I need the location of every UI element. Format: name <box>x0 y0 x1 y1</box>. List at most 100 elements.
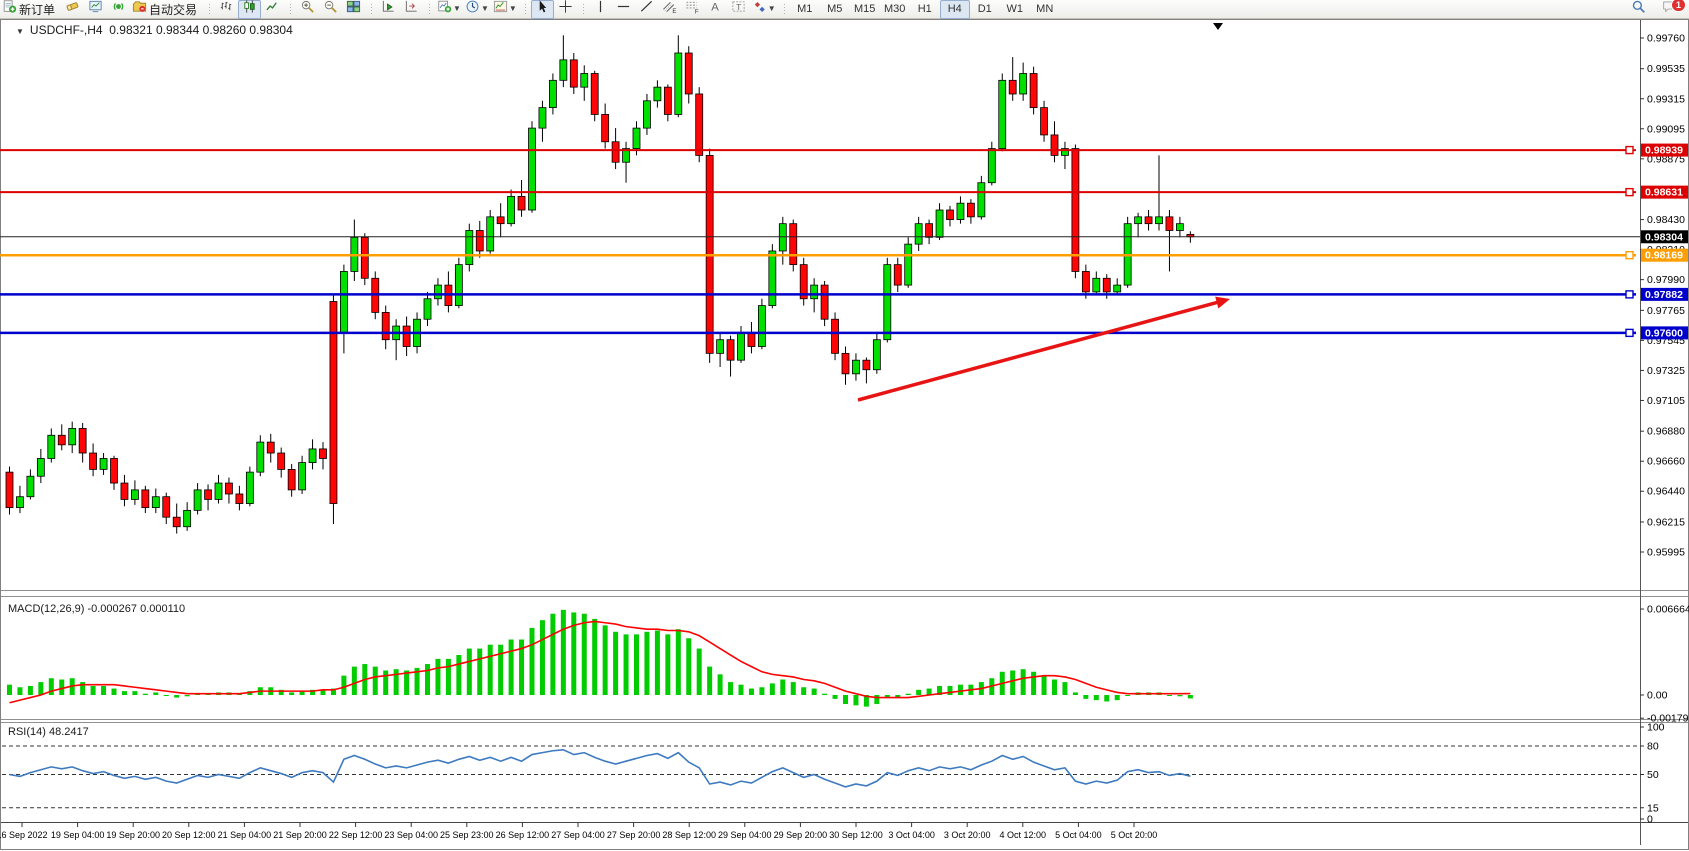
macd-histogram-bar <box>1083 695 1089 699</box>
candle <box>162 496 171 518</box>
chart-background[interactable] <box>0 19 1689 850</box>
timeframe-m15-button[interactable]: M15 <box>850 0 880 19</box>
timeframe-mn-button[interactable]: MN <box>1030 0 1060 19</box>
chart-menu-arrow-icon[interactable]: ▼ <box>16 27 24 36</box>
eraser-button[interactable] <box>61 0 84 19</box>
macd-histogram-bar <box>937 685 943 695</box>
autotrading-button[interactable]: 自动交易 <box>130 0 203 19</box>
macd-histogram-bar <box>278 689 284 695</box>
candle <box>1081 271 1090 293</box>
signal-button[interactable] <box>107 0 130 19</box>
candle <box>1155 216 1163 225</box>
candle <box>831 318 839 354</box>
line-chart-icon <box>265 0 280 19</box>
line-handle[interactable] <box>1625 187 1634 197</box>
new-order-button[interactable]: 新订单 <box>0 0 61 19</box>
period-button[interactable]: ▼ <box>463 0 491 19</box>
trend-arrow-line[interactable] <box>857 299 1221 402</box>
timeframe-w1-button[interactable]: W1 <box>1000 0 1030 19</box>
timeframe-label: D1 <box>977 3 992 15</box>
price-tick-label: 0.95995 <box>1647 546 1685 558</box>
candle <box>1102 277 1111 293</box>
candle <box>1071 148 1080 272</box>
macd-histogram-bar <box>184 695 190 697</box>
horizontal-line-button[interactable] <box>612 0 635 19</box>
cursor-button[interactable] <box>530 0 554 19</box>
candle <box>57 434 66 446</box>
add-indicator-button[interactable]: ▼ <box>435 0 463 19</box>
channel-button[interactable]: E <box>658 0 681 19</box>
chart-window-button[interactable] <box>84 0 107 19</box>
text-label-button[interactable]: T <box>727 0 750 19</box>
macd-histogram-bar <box>508 639 514 695</box>
arrows-button[interactable]: ▼ <box>750 0 778 19</box>
line-handle[interactable] <box>1625 145 1634 155</box>
chart-shift-marker[interactable] <box>1213 23 1223 30</box>
line-handle[interactable] <box>1625 290 1634 299</box>
timeframe-m5-button[interactable]: M5 <box>820 0 850 19</box>
tile-windows-button[interactable] <box>342 0 365 19</box>
candlestick-button[interactable] <box>238 0 262 19</box>
auto-scroll-button[interactable] <box>377 0 400 19</box>
fibonacci-button[interactable]: F <box>681 0 704 19</box>
crosshair-button[interactable] <box>554 0 577 19</box>
timeframe-h1-button[interactable]: H1 <box>910 0 940 19</box>
candle <box>120 482 129 500</box>
macd-histogram-bar <box>1104 695 1110 702</box>
main-toolbar: 新订单 自动交易 ▼ ▼ ▼ E F A T ▼ M1 M5 M15 M30 H1 H4 D1 W1 MN 1 <box>0 0 1689 19</box>
candle <box>454 264 463 306</box>
chart-window[interactable]: 0.99760 0.99535 0.99315 0.99095 0.98875 0.984… <box>0 19 1689 851</box>
chart-shift-button[interactable] <box>400 0 423 19</box>
time-axis[interactable]: 16 Sep 2022 19 Sep 04:00 19 Sep 20:00 20 Se… <box>0 823 1157 840</box>
candle <box>674 52 683 115</box>
candle <box>684 52 693 95</box>
macd-label: MACD(12,26,9) -0.000267 0.000110 <box>8 603 186 615</box>
time-tick-label: 28 Sep 12:00 <box>662 830 716 840</box>
macd-histogram-bar <box>59 679 65 695</box>
candle <box>695 93 704 156</box>
chat-button[interactable]: 1 <box>1658 0 1686 19</box>
macd-histogram-bar <box>926 688 932 695</box>
trend-arrow-head[interactable] <box>1215 296 1230 309</box>
zoom-out-button[interactable] <box>319 0 342 19</box>
macd-histogram-bar <box>874 695 880 705</box>
chevron-down-icon: ▼ <box>453 4 461 13</box>
time-tick-label: 26 Sep 12:00 <box>496 830 550 840</box>
price-badge <box>1641 185 1688 199</box>
macd-histogram-bar <box>863 695 869 707</box>
timeframe-d1-button[interactable]: D1 <box>970 0 1000 19</box>
new-order-icon <box>2 0 17 19</box>
template-button[interactable]: ▼ <box>491 0 519 19</box>
line-handle[interactable] <box>1625 251 1634 260</box>
macd-histogram-bar <box>1062 682 1068 695</box>
search-button[interactable] <box>1627 0 1650 19</box>
macd-histogram-bar <box>1177 695 1183 697</box>
macd-histogram-bar <box>111 688 117 695</box>
macd-histogram-bar <box>916 689 922 695</box>
candle <box>1050 134 1059 156</box>
time-tick-label: 29 Sep 04:00 <box>718 830 772 840</box>
zoom-in-button[interactable] <box>296 0 319 19</box>
timeframe-m30-button[interactable]: M30 <box>880 0 910 19</box>
macd-histogram-bar <box>435 658 441 695</box>
candle <box>68 428 77 446</box>
macd-histogram-bar <box>592 618 598 695</box>
search-icon <box>1631 0 1646 19</box>
rsi-label: RSI(14) 48.2417 <box>8 726 89 738</box>
line-chart-button[interactable] <box>261 0 284 19</box>
time-tick-label: 16 Sep 2022 <box>0 830 48 840</box>
trendline-button[interactable] <box>635 0 658 19</box>
timeframe-m1-button[interactable]: M1 <box>790 0 820 19</box>
timeframe-h4-button[interactable]: H4 <box>939 0 970 19</box>
macd-histogram-bar <box>696 648 702 695</box>
macd-histogram-bar <box>477 648 483 695</box>
candle <box>99 458 108 470</box>
price-tick-label: 0.96215 <box>1647 516 1685 528</box>
candle <box>601 114 610 143</box>
vertical-line-button[interactable] <box>589 0 612 19</box>
price-chart[interactable]: 0.997600.995350.993150.990950.988750.984… <box>0 19 1689 851</box>
candle <box>935 209 944 238</box>
text-button[interactable]: A <box>704 0 727 19</box>
line-handle[interactable] <box>1625 328 1634 338</box>
bar-chart-button[interactable] <box>215 0 238 19</box>
